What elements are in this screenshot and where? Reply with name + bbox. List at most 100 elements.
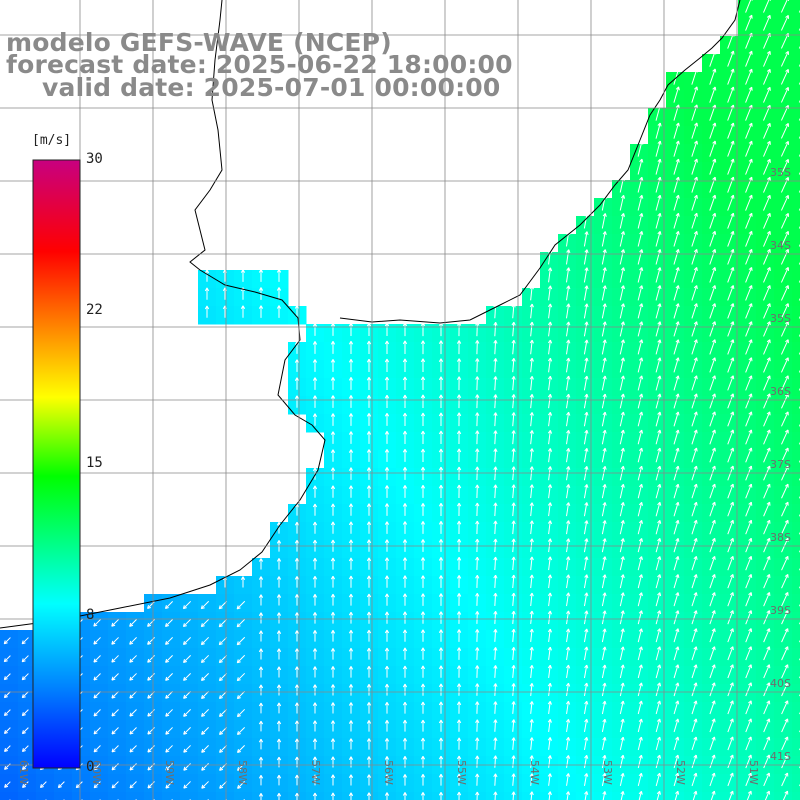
- wind-arrow: [547, 574, 553, 589]
- wind-arrow: [294, 666, 300, 678]
- wind-arrow: [147, 691, 155, 699]
- lon-label: 58W: [236, 760, 249, 785]
- wind-arrow: [276, 684, 282, 696]
- wind-arrow: [583, 574, 589, 589]
- wind-arrow: [384, 412, 390, 426]
- wind-arrow: [745, 411, 753, 427]
- wind-arrow: [601, 357, 607, 373]
- wind-arrow: [780, 339, 789, 355]
- wind-arrow: [438, 340, 444, 355]
- wind-arrow: [312, 648, 318, 660]
- wind-arrow: [691, 411, 698, 427]
- wind-arrow: [601, 429, 607, 445]
- wind-arrow: [583, 610, 589, 625]
- wind-arrow: [673, 158, 680, 175]
- wind-arrow: [655, 140, 662, 157]
- wind-arrow: [637, 375, 644, 391]
- lat-label: 36S: [770, 385, 791, 398]
- wind-arrow: [330, 322, 336, 336]
- wind-arrow: [384, 467, 390, 480]
- wind-arrow: [781, 628, 789, 643]
- wind-arrow: [93, 691, 101, 699]
- lat-label: 41S: [770, 750, 791, 763]
- wind-arrow: [366, 431, 372, 444]
- wind-arrow: [402, 358, 408, 373]
- wind-arrow: [312, 630, 318, 642]
- wind-arrow: [165, 673, 173, 681]
- wind-arrow: [165, 691, 173, 699]
- wind-arrow: [727, 194, 735, 211]
- wind-arrow: [763, 285, 771, 301]
- wind-arrow: [384, 358, 390, 372]
- wind-arrow: [330, 557, 336, 570]
- wind-arrow: [276, 648, 282, 660]
- wind-arrow: [655, 538, 662, 553]
- wind-arrow: [619, 682, 625, 697]
- wind-arrow: [330, 395, 336, 408]
- wind-arrow: [727, 303, 735, 319]
- speed-cell: [126, 792, 145, 800]
- wind-arrow: [655, 176, 662, 193]
- wind-arrow: [655, 249, 662, 265]
- speed-cell: [792, 396, 800, 415]
- wind-arrow: [529, 628, 534, 643]
- wind-arrow: [780, 213, 790, 229]
- wind-arrow: [727, 357, 735, 373]
- wind-arrow: [619, 393, 625, 409]
- wind-arrow: [637, 231, 644, 247]
- wind-arrow: [438, 611, 444, 624]
- wind-arrow: [655, 447, 662, 463]
- wind-arrow: [727, 447, 735, 463]
- speed-cell: [792, 198, 800, 217]
- wind-arrow: [475, 574, 480, 588]
- wind-arrow: [583, 213, 589, 229]
- wind-arrow: [420, 485, 426, 498]
- wind-arrow: [691, 68, 699, 85]
- wind-arrow: [438, 665, 444, 678]
- wind-arrow: [493, 466, 498, 481]
- wind-arrow: [204, 305, 210, 318]
- wind-arrow: [583, 231, 589, 247]
- wind-arrow: [673, 321, 680, 337]
- wind-arrow: [745, 592, 753, 607]
- wind-arrow: [745, 0, 753, 13]
- wind-arrow: [294, 684, 300, 696]
- wind-arrow: [493, 502, 498, 517]
- speed-cell: [792, 594, 800, 613]
- wind-arrow: [727, 212, 735, 229]
- wind-arrow: [619, 375, 625, 391]
- wind-arrow: [366, 665, 372, 678]
- wind-arrow: [655, 267, 662, 283]
- speed-cell: [558, 792, 577, 800]
- colorbar-tick-30: 30: [86, 151, 103, 167]
- wind-arrow: [745, 501, 753, 517]
- wind-arrow: [709, 483, 716, 499]
- wind-arrow: [312, 521, 318, 534]
- wind-arrow: [727, 230, 735, 247]
- speed-cell: [792, 576, 800, 595]
- wind-arrow: [619, 429, 625, 445]
- wind-arrow: [402, 593, 408, 606]
- wind-arrow: [312, 557, 318, 570]
- wind-arrow: [655, 321, 662, 337]
- wind-arrow: [547, 267, 553, 283]
- wind-arrow: [709, 519, 716, 535]
- wind-arrow: [493, 683, 498, 696]
- wind-arrow: [655, 339, 662, 355]
- wind-arrow: [111, 655, 119, 663]
- wind-arrow: [529, 285, 534, 301]
- wind-arrow: [200, 618, 210, 628]
- wind-arrow: [619, 357, 625, 373]
- wind-arrow: [727, 86, 735, 103]
- wind-arrow: [709, 321, 717, 337]
- speed-cell: [792, 270, 800, 289]
- wind-arrow: [529, 375, 534, 391]
- speed-cell: [792, 18, 800, 37]
- wind-arrow: [745, 537, 753, 553]
- wind-arrow: [493, 394, 498, 409]
- wind-arrow: [673, 574, 680, 589]
- wind-arrow: [348, 395, 354, 408]
- wind-arrow: [511, 628, 516, 642]
- wind-arrow: [637, 249, 644, 265]
- wind-arrow: [183, 655, 191, 663]
